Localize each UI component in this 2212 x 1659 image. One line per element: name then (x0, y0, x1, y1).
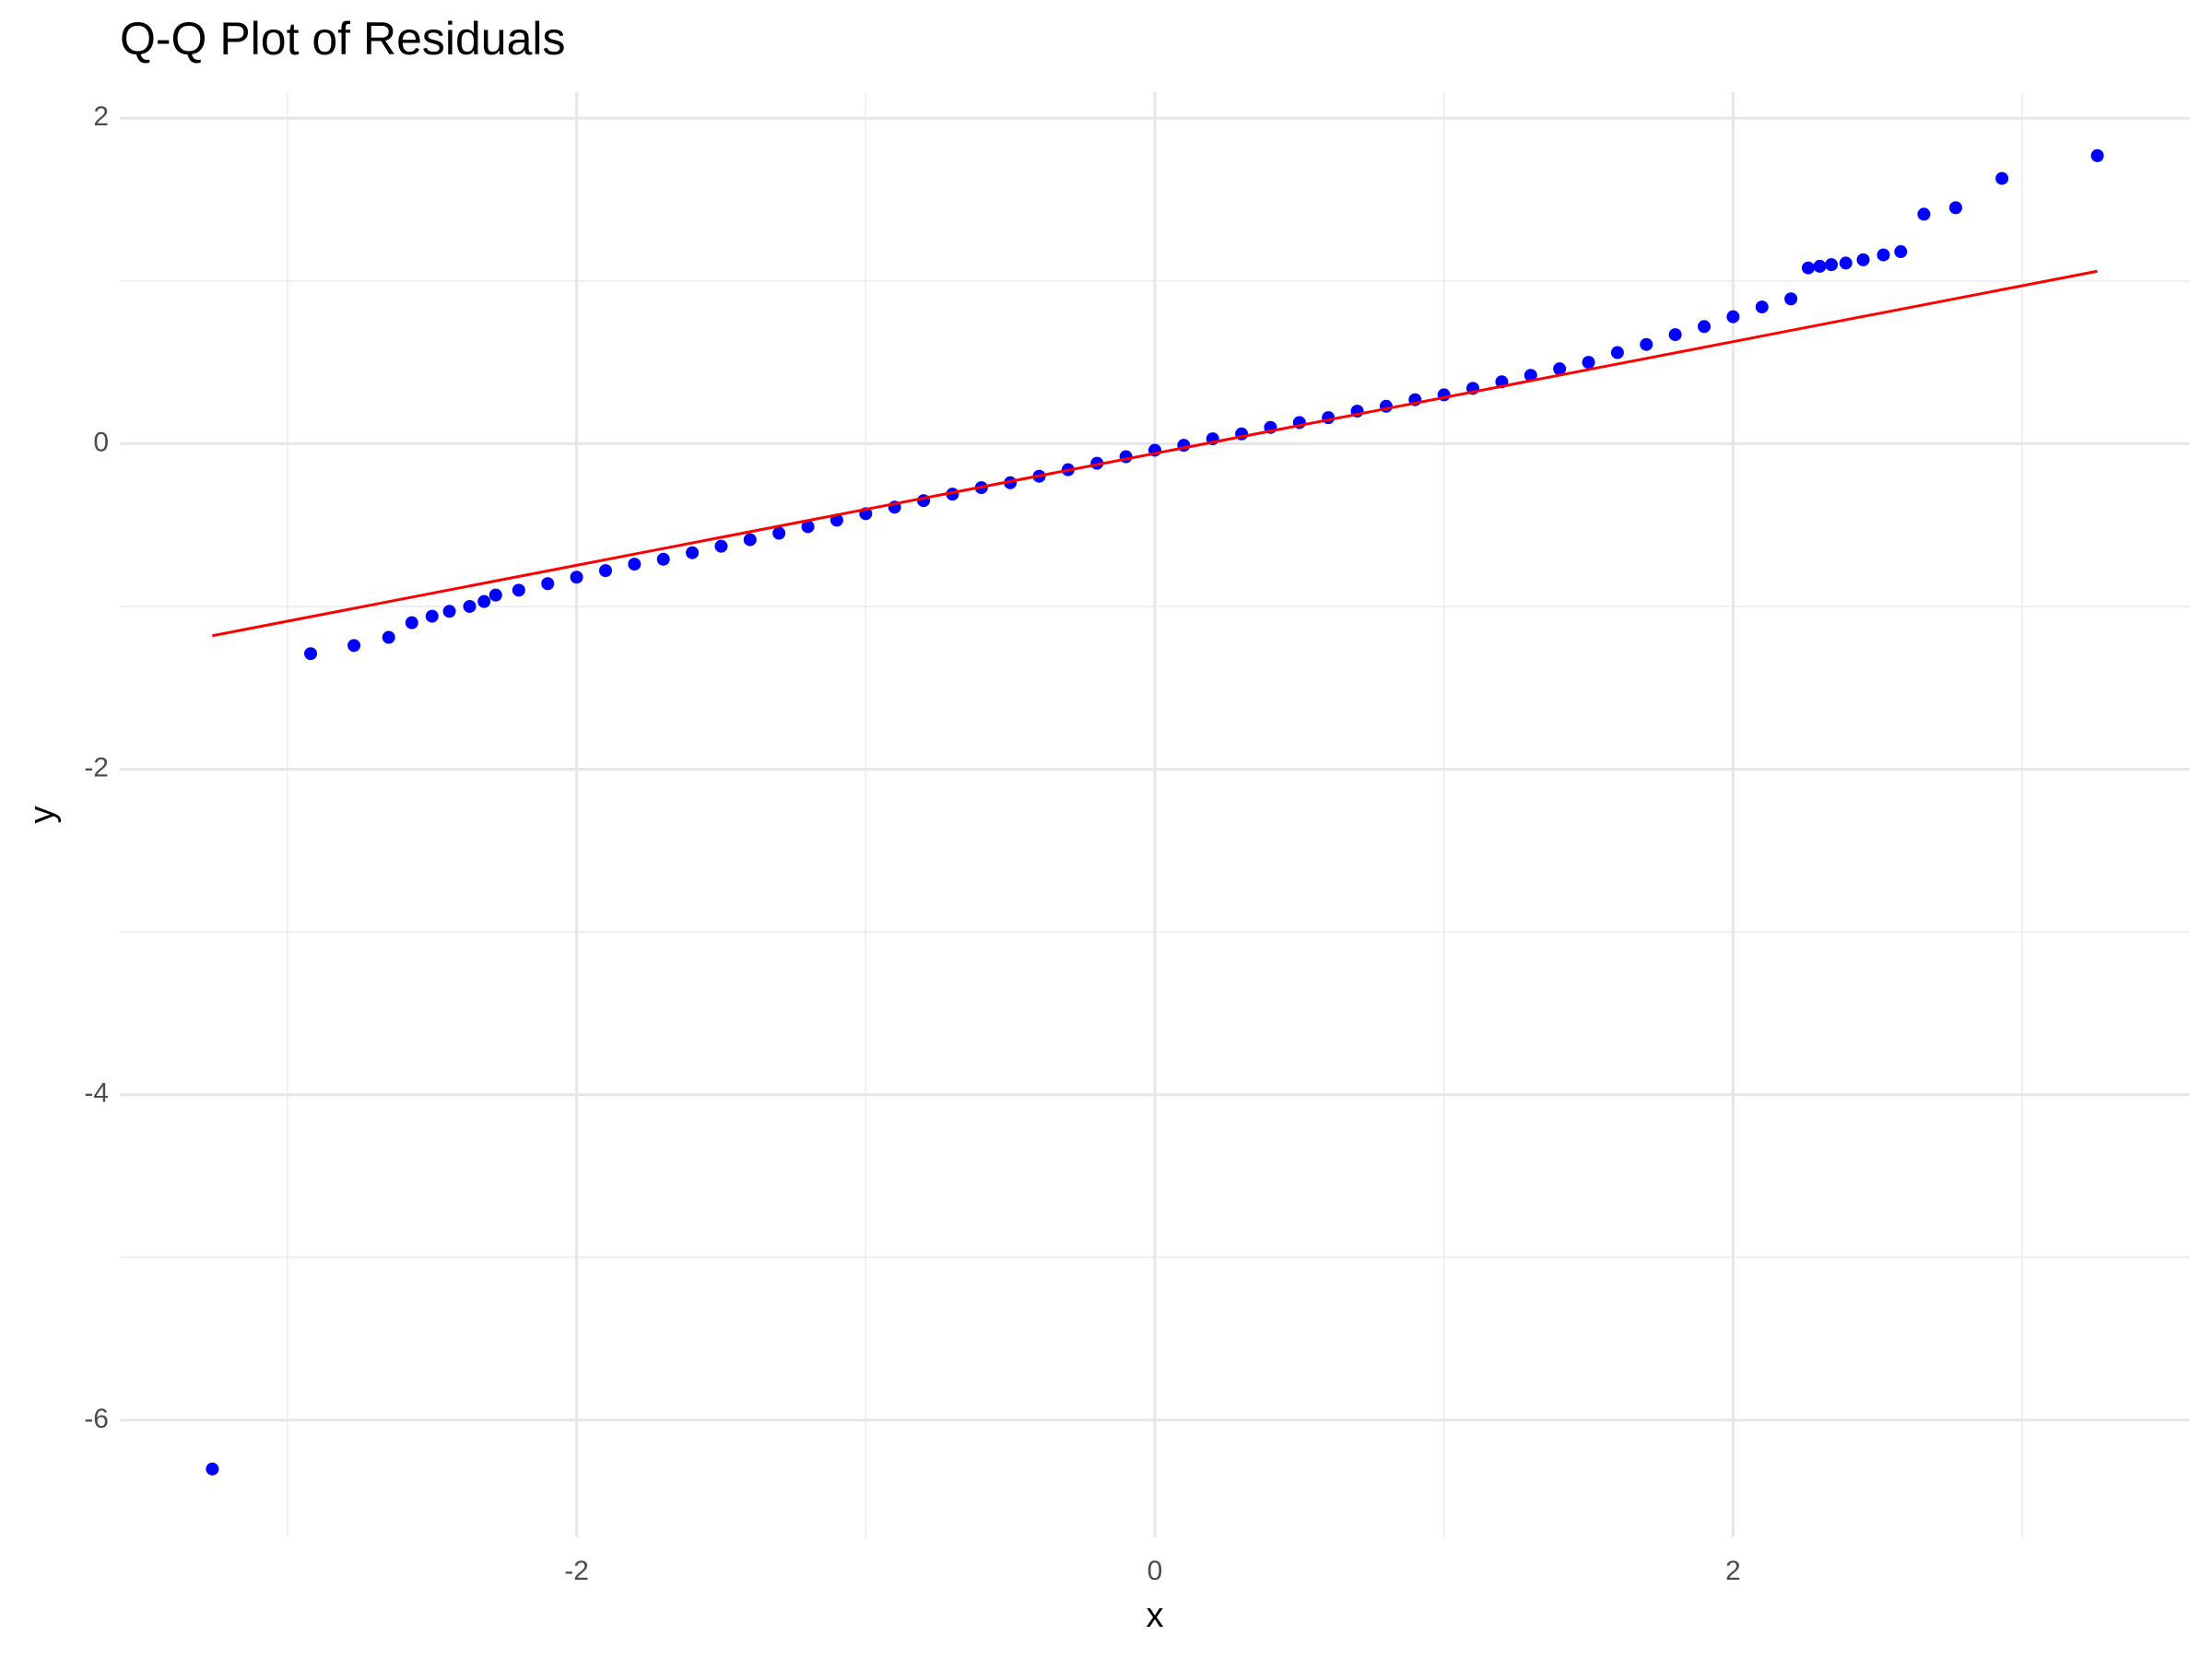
x-axis-label: x (1147, 1596, 1164, 1635)
point (512, 583, 525, 597)
point (1948, 201, 1962, 215)
point (801, 520, 815, 534)
point (686, 546, 700, 559)
point (570, 571, 583, 584)
point (405, 616, 418, 629)
point (772, 526, 786, 540)
reference-line (212, 269, 2098, 638)
point (714, 539, 728, 553)
point (1877, 248, 1890, 262)
point (1640, 337, 1653, 351)
point (477, 594, 491, 608)
point (1825, 258, 1839, 272)
x-tick-label: -2 (564, 1556, 589, 1586)
point (1668, 328, 1682, 342)
y-tick-label: -4 (84, 1078, 109, 1109)
point (1610, 346, 1624, 359)
y-tick-label: -2 (84, 752, 109, 782)
point (1726, 310, 1740, 324)
point (1995, 171, 2009, 185)
point (488, 588, 502, 602)
point (628, 558, 641, 571)
point (1698, 320, 1712, 334)
point (1755, 300, 1769, 314)
point (382, 630, 395, 644)
point (656, 552, 670, 566)
point (463, 599, 477, 613)
point (1917, 207, 1931, 221)
y-tick-label: 2 (93, 101, 109, 132)
point (1582, 356, 1595, 370)
point (1553, 362, 1567, 376)
point (206, 1462, 219, 1476)
point (2090, 148, 2104, 162)
point (598, 564, 612, 578)
point (1856, 253, 1870, 266)
y-tick-label: -6 (84, 1404, 109, 1434)
point (1813, 259, 1827, 273)
point (1801, 261, 1815, 275)
x-tick-label: 2 (1725, 1556, 1741, 1586)
point (1524, 369, 1537, 382)
y-tick-label: 0 (93, 427, 109, 457)
point (1894, 245, 1908, 259)
chart-title: Q-Q Plot of Residuals (120, 13, 566, 65)
point (1784, 292, 1798, 306)
point (442, 605, 456, 618)
point (347, 639, 361, 653)
point (304, 647, 318, 661)
point (743, 533, 757, 547)
point (1839, 256, 1853, 270)
y-axis-label: y (23, 806, 62, 824)
point (425, 609, 439, 623)
x-tick-label: 0 (1147, 1556, 1163, 1586)
point (541, 577, 555, 591)
